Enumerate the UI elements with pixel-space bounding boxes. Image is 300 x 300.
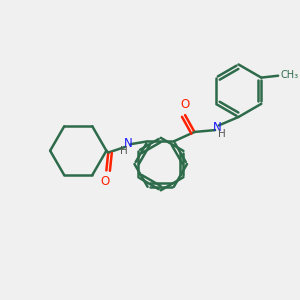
- Text: H: H: [120, 146, 128, 156]
- Text: O: O: [101, 175, 110, 188]
- Text: N: N: [213, 121, 222, 134]
- Text: O: O: [181, 98, 190, 111]
- Text: CH₃: CH₃: [281, 70, 299, 80]
- Text: H: H: [218, 129, 226, 139]
- Text: N: N: [124, 137, 132, 150]
